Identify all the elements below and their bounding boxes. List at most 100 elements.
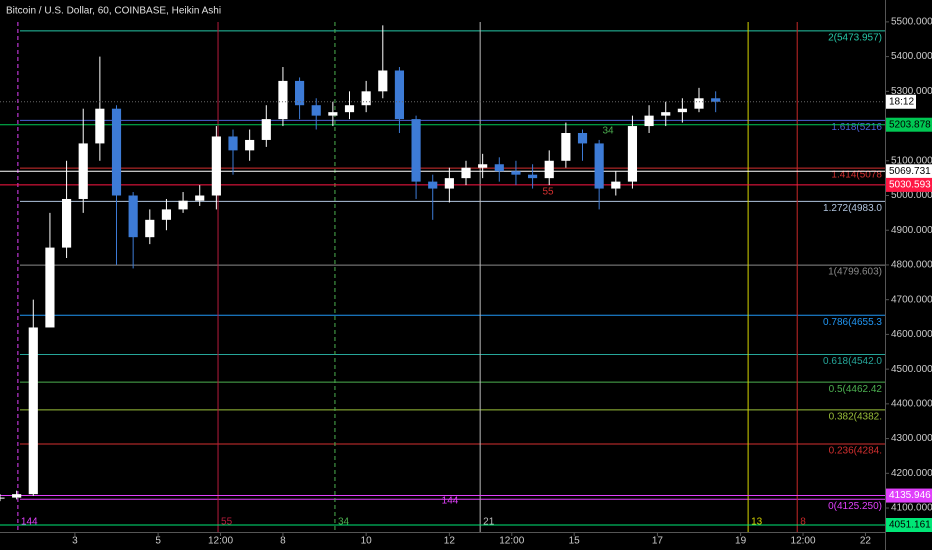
candle-body <box>394 70 405 120</box>
candle-body <box>428 181 438 189</box>
time-zone-label: 144 <box>21 517 38 528</box>
candle-body <box>444 178 454 189</box>
candle-body <box>78 143 88 199</box>
candle-body <box>161 209 172 220</box>
candle-body <box>228 136 238 151</box>
candle-body <box>278 80 288 120</box>
fib-level-label: 0.618(4542.0 <box>823 356 882 367</box>
y-tick-label: 4900.000 <box>891 225 932 236</box>
x-tick-label: 12:00 <box>791 536 816 547</box>
candle-body <box>594 143 604 189</box>
y-tick-label: 4200.000 <box>891 468 932 479</box>
y-tick-label: 4300.000 <box>891 433 932 444</box>
y-tick-label: 5100.000 <box>891 155 932 166</box>
candle-body <box>311 105 321 116</box>
candle-body <box>644 115 654 127</box>
price-tag-label: 5203.878 <box>889 119 931 130</box>
fib-level-label: 1.618(5216 <box>831 122 882 133</box>
x-tick-label: 12:00 <box>208 536 233 547</box>
x-tick-label: 3 <box>72 536 78 547</box>
candle-body <box>111 108 122 196</box>
time-zone-label: 13 <box>751 517 763 528</box>
x-tick-label: 8 <box>280 536 286 547</box>
price-tag <box>886 517 932 532</box>
fib-level-label: 0.382(4382. <box>829 411 882 422</box>
candle-body <box>245 139 255 151</box>
price-tag-label: 5030.593 <box>889 180 931 191</box>
y-tick-label: 4600.000 <box>891 329 932 340</box>
price-tag <box>886 488 932 503</box>
fib-level-label: 2(5473.957) <box>828 33 882 44</box>
annotation: 55 <box>542 187 554 198</box>
y-tick-label: 4100.000 <box>891 503 932 514</box>
countdown-box <box>886 94 916 109</box>
price-tag-label: 4051.161 <box>889 520 931 531</box>
time-zone-label: 21 <box>483 517 495 528</box>
fib-level-label: 0(4125.250) <box>828 501 882 512</box>
candle-body <box>295 80 305 106</box>
x-tick-label: 12:00 <box>499 536 524 547</box>
candle-body <box>494 164 504 172</box>
fib-level-label: 0.5(4462.42 <box>829 384 883 395</box>
countdown: 18:12 <box>889 96 914 107</box>
chart-title: Bitcoin / U.S. Dollar, 60, COINBASE, Hei… <box>6 6 221 17</box>
fib-level-label: 1(4799.603) <box>828 267 882 278</box>
x-tick-label: 15 <box>569 536 581 547</box>
candle-body <box>677 108 687 113</box>
candle-body <box>511 171 521 175</box>
price-tag-label: 5069.731 <box>889 166 931 177</box>
candle-body <box>45 247 55 328</box>
candle-body <box>694 98 704 109</box>
x-tick-label: 12 <box>444 536 456 547</box>
y-tick-label: 4500.000 <box>891 364 932 375</box>
y-tick-label: 5400.000 <box>891 51 932 62</box>
candle-body <box>361 91 371 106</box>
y-tick-label: 4800.000 <box>891 260 932 271</box>
candle-body <box>61 198 72 248</box>
candle-body <box>461 167 471 179</box>
y-tick-label: 5500.000 <box>891 17 932 28</box>
y-tick-label: 5300.000 <box>891 86 932 97</box>
candle-body <box>378 70 388 92</box>
candle-body <box>611 181 621 189</box>
fib-level-label: 1.414(5078 <box>831 170 882 181</box>
price-tag <box>886 117 932 132</box>
candle-body <box>95 108 105 144</box>
candle-body <box>478 164 488 168</box>
candle-body <box>711 98 721 102</box>
x-tick-label: 17 <box>652 536 664 547</box>
price-tag <box>886 177 932 192</box>
candle-body <box>561 133 571 161</box>
fib-level-label: 0.786(4655.3 <box>823 317 882 328</box>
candle-body <box>145 219 155 238</box>
fib-level-label: 0.236(4284. <box>829 446 882 457</box>
x-tick-label: 10 <box>361 536 373 547</box>
x-tick-label: 5 <box>155 536 161 547</box>
x-tick-label: 19 <box>735 536 747 547</box>
candle-body <box>128 195 138 238</box>
candle-body <box>195 195 205 201</box>
candle-body <box>344 105 355 113</box>
x-tick-label: 22 <box>860 536 872 547</box>
candle-body <box>544 160 554 179</box>
y-tick-label: 4700.000 <box>891 294 932 305</box>
candle-body <box>577 133 588 144</box>
candle-body <box>528 174 538 179</box>
fib-level-label: 1.272(4983.0 <box>823 203 882 214</box>
candle-body <box>28 327 38 495</box>
y-tick-label: 5000.000 <box>891 190 932 201</box>
time-zone-label: 8 <box>800 517 806 528</box>
candle-body <box>12 494 22 498</box>
annotation: 34 <box>602 126 614 137</box>
candle-body <box>211 136 221 196</box>
time-zone-label: 55 <box>221 517 233 528</box>
time-zone-label: 34 <box>338 517 350 528</box>
candle-body <box>627 126 638 182</box>
candle-body <box>261 119 271 140</box>
annotation: 144 <box>442 496 459 507</box>
candle-body <box>661 112 671 116</box>
y-tick-label: 4400.000 <box>891 399 932 410</box>
candle-body <box>328 112 338 116</box>
